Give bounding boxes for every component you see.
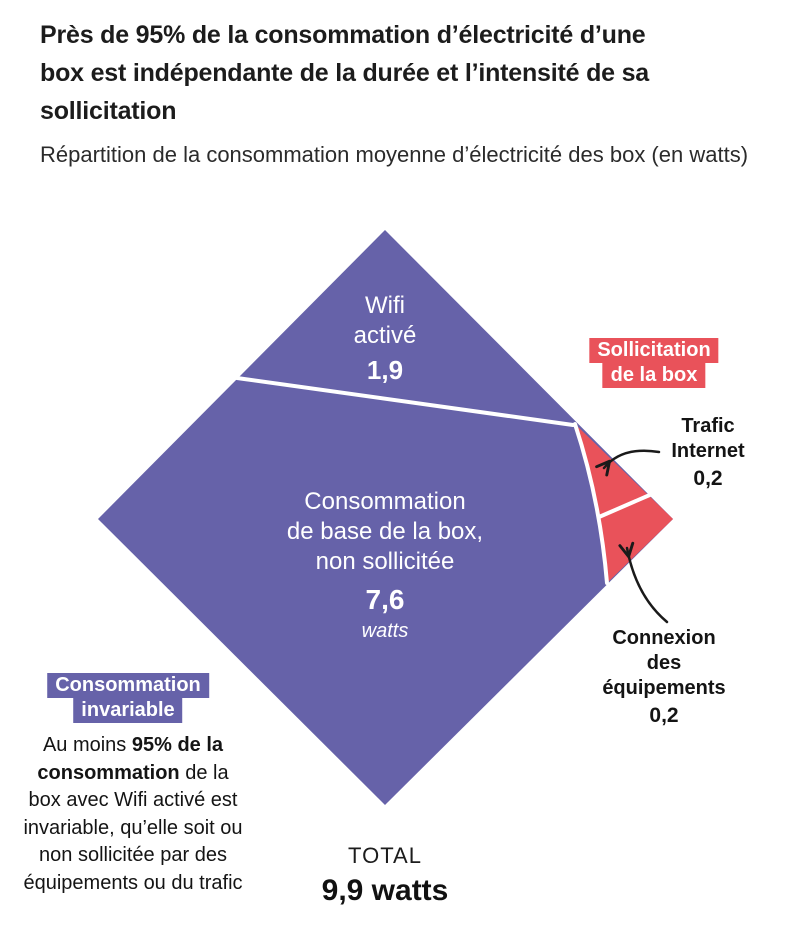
note-prefix: Au moins xyxy=(42,734,132,756)
base-segment-value: 7,6 xyxy=(365,584,405,615)
base-segment-line1: Consommation xyxy=(304,488,466,515)
connexion-equipements-label: Connexion des équipements 0,2 xyxy=(602,626,726,728)
invariable-note: Au moins 95% de la consommation de la bo… xyxy=(21,732,246,897)
total-value: 9,9 watts xyxy=(321,874,449,907)
wifi-divider-line xyxy=(235,376,575,427)
wifi-segment-value: 1,9 xyxy=(366,355,404,385)
connexion-curved-arrow-icon xyxy=(618,541,669,624)
red-segments-divider-line xyxy=(597,492,654,519)
invariable-badge-line1: Consommation xyxy=(47,673,209,698)
wifi-segment-label: Wifi activé 1,9 xyxy=(354,291,417,385)
page-title: Près de 95% de la consommation d’électri… xyxy=(40,21,650,125)
trafic-internet-line1: Trafic xyxy=(681,415,735,437)
sollicitation-badge-line2: de la box xyxy=(602,363,706,388)
trafic-internet-line2: Internet xyxy=(671,440,745,462)
base-segment-unit: watts xyxy=(361,620,409,642)
invariable-badge-line2: invariable xyxy=(73,698,183,723)
wifi-segment-line1: Wifi xyxy=(365,292,405,319)
diamond-shape xyxy=(98,230,673,805)
total-block: TOTAL 9,9 watts xyxy=(322,843,449,908)
page-subtitle: Répartition de la consommation moyenne d… xyxy=(40,142,749,167)
sollicitation-badge-line1: Sollicitation xyxy=(589,338,719,363)
connexion-equipements-line2: équipements xyxy=(602,677,726,699)
connexion-equipements-line1: Connexion des xyxy=(612,627,716,674)
base-segment-line3: non sollicitée xyxy=(315,548,455,575)
note-bold: 95% de la consommation xyxy=(37,734,224,784)
purple-red-boundary-line xyxy=(573,422,609,585)
trafic-internet-label: Trafic Internet 0,2 xyxy=(671,414,744,491)
invariable-badge: Consommation invariable xyxy=(47,673,209,723)
note-suffix: de la box avec Wifi activé est invariabl… xyxy=(23,761,243,894)
trafic-curved-arrow-icon xyxy=(595,449,661,477)
sollicitation-badge: Sollicitation de la box xyxy=(589,338,719,388)
trafic-internet-value: 0,2 xyxy=(693,467,723,490)
connexion-equipements-value: 0,2 xyxy=(649,704,679,727)
base-segment-line2: de base de la box, xyxy=(286,518,484,545)
base-segment-label: Consommation de base de la box, non soll… xyxy=(287,487,483,646)
wifi-segment-line2: activé xyxy=(353,322,417,349)
total-label: TOTAL xyxy=(348,843,422,868)
